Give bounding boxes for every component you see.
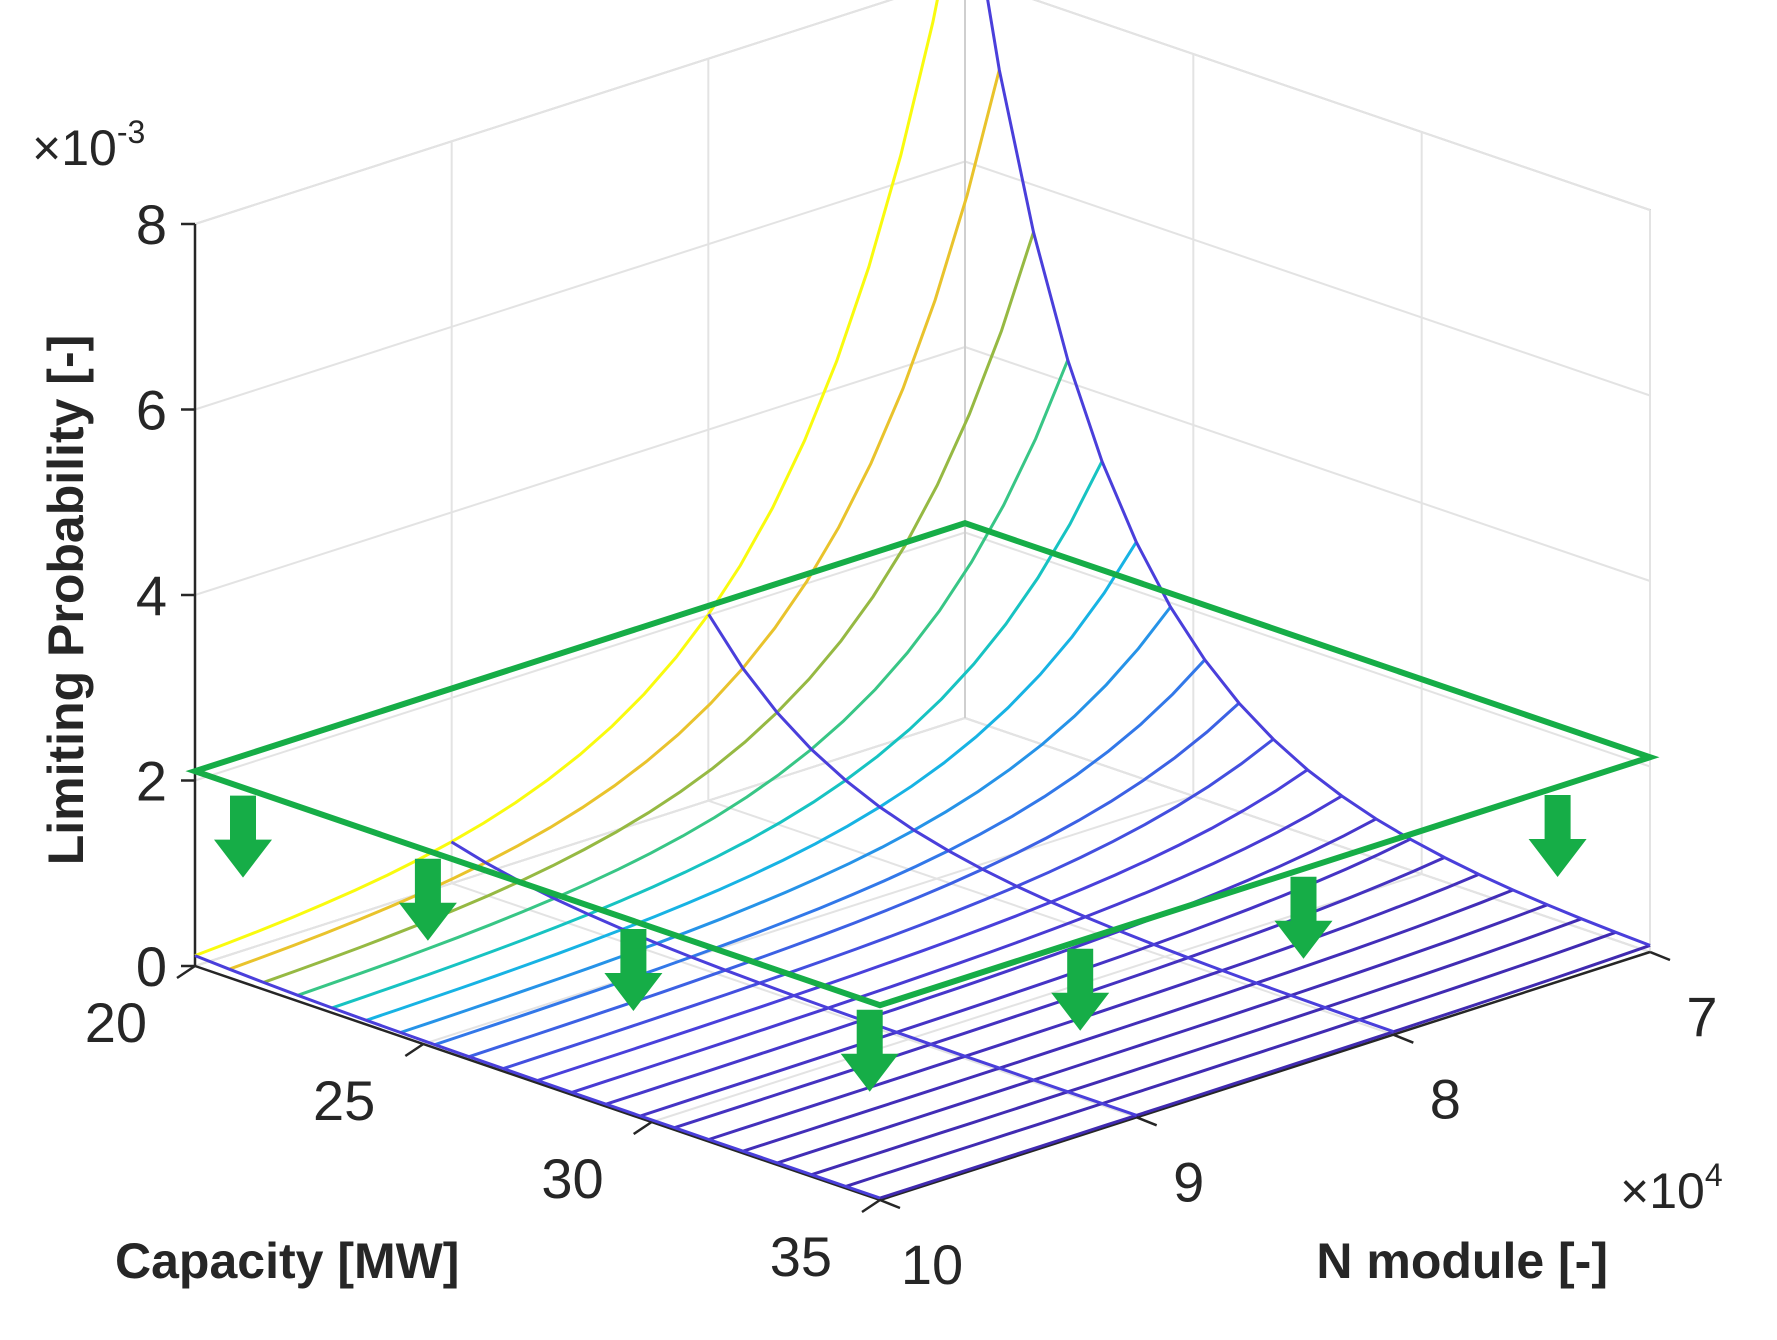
- z-gridline-right: [1032, 0, 1651, 211]
- z-tick-label: 2: [136, 750, 167, 813]
- y-tick-label: 8: [1430, 1068, 1461, 1131]
- surface-line-capacity: [708, 873, 1480, 1141]
- z-tick-label: 8: [136, 193, 167, 256]
- z-axis-title: Limiting Probability [-]: [38, 335, 94, 866]
- surface-line-capacity: [502, 738, 1275, 1071]
- down-arrow: [1528, 795, 1587, 877]
- down-arrow: [604, 929, 663, 1011]
- tick-labels: 0 2 4 6 8 20 25 30 35 7 8 9 10: [85, 193, 1718, 1296]
- surface-line-capacity: [639, 837, 1411, 1118]
- surface-line-nmodule: [450, 840, 1137, 1117]
- surface-line-capacity: [776, 903, 1548, 1165]
- down-arrow: [840, 1009, 899, 1092]
- z-gridline-left: [194, 0, 894, 225]
- grid-group: [193, 0, 1651, 1202]
- y-gridline-floor: [964, 717, 1651, 953]
- y-axis-title: N module [-]: [1316, 1233, 1608, 1289]
- surface-line-capacity: [537, 768, 1309, 1082]
- y-tick-label: 9: [1173, 1150, 1204, 1213]
- x-tick-mark: [632, 1120, 653, 1136]
- z-gridline-right: [964, 346, 1651, 582]
- z-gridline-left: [194, 531, 966, 782]
- x-tick-label: 35: [770, 1225, 832, 1288]
- x-tick-label: 30: [541, 1147, 603, 1210]
- y-tick-mark: [1392, 1033, 1414, 1044]
- down-arrow: [214, 795, 272, 878]
- threshold-plane: [185, 520, 1660, 1009]
- x-gridline-floor: [194, 717, 966, 967]
- z-gridline-right: [964, 531, 1651, 768]
- surface-line-capacity: [331, 460, 1104, 1010]
- down-arrow: [1274, 876, 1333, 959]
- surface-mesh: [194, 0, 1651, 1200]
- surface-line-capacity: [879, 943, 1651, 1200]
- down-arrow: [1051, 948, 1110, 1031]
- x-tick-mark: [861, 1198, 881, 1214]
- surface-line-capacity: [468, 701, 1241, 1059]
- z-gridline-left: [194, 346, 966, 596]
- surface-line-capacity: [571, 794, 1343, 1094]
- surface-line-nmodule: [194, 954, 881, 1200]
- y-tick-mark: [879, 1198, 901, 1210]
- threshold-arrows: [214, 795, 1587, 1092]
- surface-line-capacity: [742, 888, 1514, 1153]
- z-exponent-label: ×10-3: [32, 114, 145, 176]
- surface-line-capacity: [400, 606, 1172, 1034]
- surface-line-capacity: [811, 917, 1583, 1177]
- y-tick-label: 7: [1686, 985, 1717, 1048]
- surface-line-capacity: [228, 69, 1001, 971]
- z-tick-label: 0: [136, 935, 167, 998]
- surface-line-capacity: [605, 817, 1377, 1106]
- x-gridline-floor: [423, 795, 1194, 1045]
- z-gridline-left: [194, 160, 966, 411]
- surface-line-capacity: [194, 0, 939, 958]
- z-tick-label: 4: [136, 564, 167, 627]
- surface-line-capacity: [434, 658, 1206, 1047]
- surface-line-nmodule: [986, 0, 1651, 947]
- surface-line-capacity: [845, 930, 1617, 1188]
- back-pane-left: [194, 0, 966, 968]
- surface-line-capacity: [365, 541, 1138, 1022]
- surface-line-capacity: [297, 359, 1070, 997]
- y-tick-label: 10: [901, 1233, 963, 1296]
- z-tick-label: 6: [136, 379, 167, 442]
- x-tick-mark: [404, 1042, 425, 1058]
- surface-line-nmodule: [707, 613, 1395, 1034]
- threshold-plane-outline: [185, 520, 1660, 1009]
- z-gridline-right: [964, 160, 1651, 397]
- y-tick-mark: [1136, 1116, 1158, 1127]
- x-tick-label: 20: [85, 991, 147, 1054]
- y-exponent-label: ×104: [1620, 1157, 1723, 1219]
- y-tick-mark: [1649, 950, 1671, 962]
- x-axis-line: [194, 964, 881, 1202]
- x-axis-title: Capacity [MW]: [115, 1233, 459, 1289]
- down-arrow: [398, 858, 457, 941]
- x-tick-label: 25: [313, 1069, 375, 1132]
- y-axis-line: [879, 950, 1651, 1202]
- x-tick-mark: [176, 964, 196, 980]
